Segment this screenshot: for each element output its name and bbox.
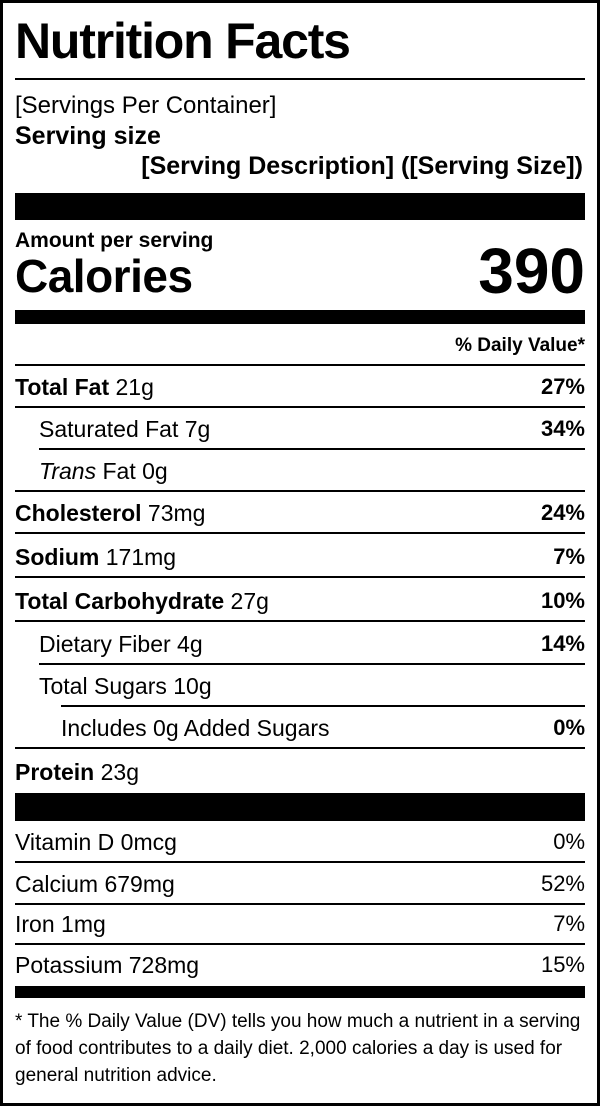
row-divider (15, 620, 585, 622)
row-divider (39, 663, 585, 665)
vitamin-name: Calcium (15, 871, 99, 897)
nutrient-row-added-sugars: Includes 0g Added Sugars 0% (15, 707, 585, 749)
title-divider (15, 78, 585, 80)
vitamin-row-potassium: Potassium 728mg 15% (15, 944, 585, 986)
nutrient-row-dietary-fiber: Dietary Fiber 4g 14% (15, 623, 585, 665)
nutrient-name-italic: Trans (39, 458, 97, 484)
nutrient-name: Fat (102, 458, 136, 484)
row-divider (61, 705, 585, 707)
protein-divider-bar (15, 793, 585, 821)
nutrient-name: Dietary Fiber (39, 631, 171, 657)
nutrient-amount: 23g (100, 759, 139, 785)
nutrient-amount: 21g (115, 374, 154, 400)
row-divider (15, 747, 585, 749)
vitamin-name: Potassium (15, 952, 123, 978)
label-title: Nutrition Facts (15, 13, 351, 69)
nutrient-name: Total Fat (15, 374, 110, 400)
calories-label: Calories (15, 250, 193, 302)
calories-value: 390 (478, 235, 585, 307)
serving-divider-bar (15, 193, 585, 220)
vitamin-amount: 0mcg (120, 829, 177, 855)
dv-header-divider (15, 364, 585, 366)
row-divider (15, 576, 585, 578)
nutrient-daily-value: 14% (540, 631, 585, 656)
nutrient-row-total-fat: Total Fat 21g 27% (15, 366, 585, 408)
nutrient-daily-value: 7% (553, 544, 585, 569)
daily-value-header: % Daily Value* (455, 335, 585, 356)
nutrient-name: Protein (15, 759, 95, 785)
vitamin-amount: 1mg (61, 911, 106, 937)
vitamin-row-calcium: Calcium 679mg 52% (15, 863, 585, 905)
row-divider (15, 903, 585, 905)
nutrient-name: Saturated Fat (39, 416, 179, 442)
nutrient-amount: 171mg (105, 544, 177, 570)
nutrient-amount: 0g (142, 458, 168, 484)
row-divider (15, 943, 585, 945)
nutrient-amount: 27g (230, 588, 269, 614)
nutrient-amount: 10g (173, 673, 212, 699)
vitamin-row-iron: Iron 1mg 7% (15, 903, 585, 945)
vitamin-daily-value: 15% (540, 952, 585, 977)
vitamin-name: Iron (15, 911, 55, 937)
row-divider (15, 861, 585, 863)
amount-per-serving-label: Amount per serving (15, 229, 214, 252)
nutrient-daily-value: 34% (540, 416, 585, 441)
servings-per-container: [Servings Per Container] (15, 92, 277, 119)
nutrient-daily-value: 27% (540, 374, 585, 399)
vitamin-daily-value: 52% (540, 871, 585, 896)
nutrient-row-sodium: Sodium 171mg 7% (15, 536, 585, 578)
row-divider (39, 448, 585, 450)
daily-value-footnote: * The % Daily Value (DV) tells you how m… (15, 1011, 581, 1086)
nutrient-daily-value: 0% (553, 715, 585, 740)
vitamin-daily-value: 0% (553, 829, 585, 854)
footnote-divider-bar (15, 986, 585, 998)
nutrient-daily-value: 24% (540, 500, 585, 525)
nutrient-name: Total Sugars (39, 673, 167, 699)
nutrient-row-protein: Protein 23g (15, 751, 585, 793)
nutrient-amount: 7g (184, 416, 211, 442)
nutrient-daily-value: 10% (540, 588, 585, 613)
serving-size-value: [Serving Description] ([Serving Size]) (141, 152, 583, 180)
serving-size-label: Serving size (15, 122, 161, 150)
nutrient-row-saturated-fat: Saturated Fat 7g 34% (15, 408, 585, 450)
nutrient-row-total-sugars: Total Sugars 10g (15, 665, 585, 707)
nutrient-amount: 73mg (147, 500, 206, 526)
row-divider (15, 406, 585, 408)
row-divider (15, 532, 585, 534)
row-divider (15, 490, 585, 492)
calories-divider-bar (15, 310, 585, 324)
nutrient-name: Cholesterol (15, 500, 142, 526)
nutrient-name: Includes 0g Added Sugars (61, 715, 330, 741)
nutrient-amount: 4g (177, 631, 203, 657)
nutrient-name: Sodium (15, 544, 100, 570)
vitamin-name: Vitamin D (15, 829, 115, 855)
nutrient-row-total-carbohydrate: Total Carbohydrate 27g 10% (15, 580, 585, 622)
vitamin-amount: 679mg (104, 871, 175, 897)
vitamin-row-vitamin-d: Vitamin D 0mcg 0% (15, 821, 585, 863)
nutrient-name: Total Carbohydrate (15, 588, 225, 614)
nutrient-row-cholesterol: Cholesterol 73mg 24% (15, 492, 585, 534)
vitamin-daily-value: 7% (553, 911, 585, 936)
nutrient-row-trans-fat: Trans Fat 0g (15, 450, 585, 492)
vitamin-amount: 728mg (128, 952, 200, 978)
